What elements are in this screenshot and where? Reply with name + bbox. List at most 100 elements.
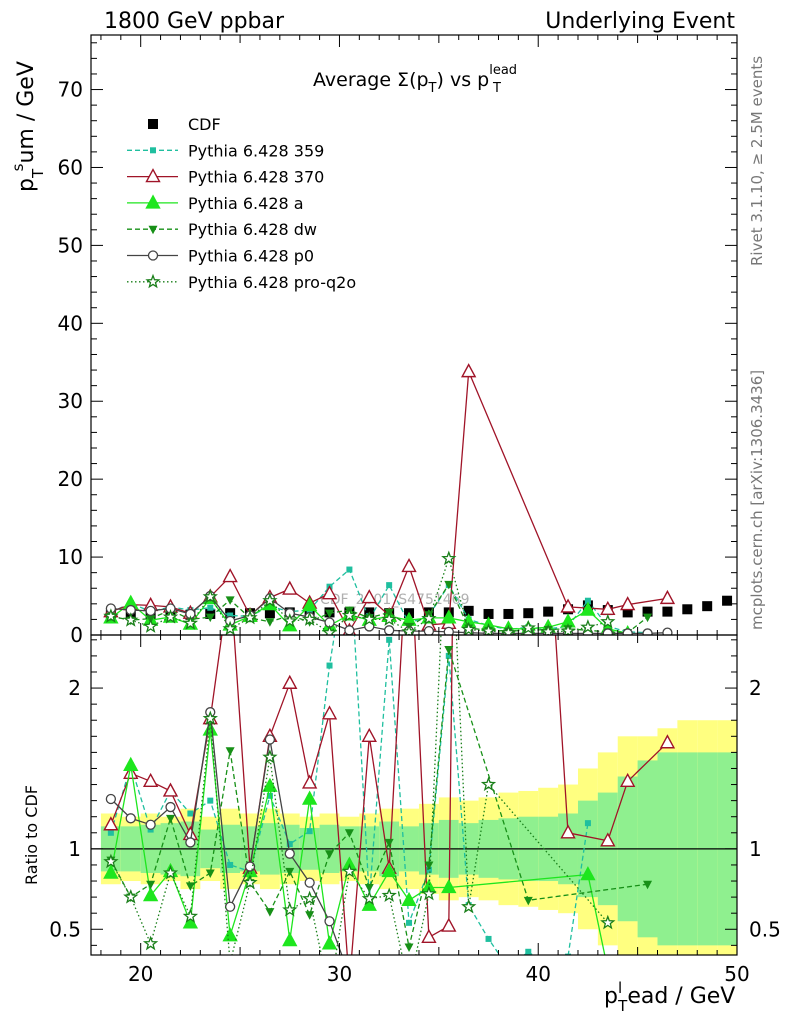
ratio-point-pythia-6-428-359 bbox=[485, 935, 492, 942]
ratio-line-pythia-6-428-pro-q2o bbox=[110, 635, 609, 955]
ratio-point-pythia-6-428-dw bbox=[205, 869, 215, 878]
main-point-cdf bbox=[264, 608, 275, 619]
ratio-y-tick-label: 0.5 bbox=[49, 917, 81, 941]
ratio-point-pythia-6-428-pro-q2o bbox=[421, 885, 437, 901]
ratio-point-pythia-6-428-dw bbox=[185, 882, 195, 891]
main-point-cdf bbox=[523, 608, 534, 619]
main-point-pythia-6-428-pro-q2o bbox=[341, 607, 358, 622]
main-point-pythia-6-428-pro-q2o bbox=[202, 588, 219, 604]
legend-marker bbox=[150, 147, 156, 154]
ratio-point-pythia-6-428-a bbox=[103, 864, 119, 879]
main-series-group bbox=[103, 363, 733, 635]
ratio-point-pythia-6-428-dw bbox=[285, 867, 295, 877]
ratio-point-pythia-6-428-dw bbox=[225, 747, 235, 756]
main-point-pythia-6-428-dw bbox=[325, 609, 335, 619]
main-point-pythia-6-428-p0 bbox=[384, 625, 395, 635]
main-point-pythia-6-428-pro-q2o bbox=[580, 619, 596, 634]
ratio-point-pythia-6-428-370 bbox=[620, 772, 636, 788]
main-point-pythia-6-428-pro-q2o bbox=[560, 623, 576, 635]
main-point-cdf bbox=[682, 604, 693, 615]
ratio-series-pythia-6-428-p0 bbox=[105, 707, 343, 955]
ratio-y-tick-label-right: 0.5 bbox=[749, 917, 781, 941]
main-y-tick-label: 20 bbox=[58, 467, 83, 491]
header-right: Underlying Event bbox=[545, 9, 735, 34]
main-point-cdf bbox=[463, 605, 474, 616]
legend-label: Pythia 6.428 pro-q2o bbox=[188, 273, 356, 292]
legend-label: CDF bbox=[188, 115, 221, 134]
main-point-pythia-6-428-a bbox=[441, 609, 457, 624]
legend-entry-pythia-6-428-a: Pythia 6.428 a bbox=[127, 194, 304, 213]
ratio-point-pythia-6-428-pro-q2o bbox=[182, 908, 199, 923]
plot-frames bbox=[90, 34, 738, 956]
ratio-point-pythia-6-428-p0 bbox=[324, 916, 335, 927]
main-point-pythia-6-428-pro-q2o bbox=[182, 615, 199, 630]
ratio-point-pythia-6-428-a bbox=[123, 756, 139, 771]
ratio-point-pythia-6-428-pro-q2o bbox=[230, 954, 231, 955]
main-point-pythia-6-428-370 bbox=[560, 598, 576, 613]
ratio-point-pythia-6-428-p0 bbox=[304, 877, 315, 888]
main-line-pythia-6-428-dw bbox=[110, 583, 649, 634]
legend-entry-cdf: CDF bbox=[148, 115, 221, 134]
ratio-point-pythia-6-428-370 bbox=[600, 832, 616, 847]
ratio-point-pythia-6-428-359 bbox=[266, 792, 273, 799]
ratio-y-tick-label: 2 bbox=[68, 676, 81, 700]
ratio-y-label: Ratio to CDF bbox=[22, 785, 41, 885]
ratio-point-pythia-6-428-pro-q2o bbox=[403, 981, 415, 992]
legend-label: Pythia 6.428 dw bbox=[188, 220, 317, 239]
main-point-pythia-6-428-pro-q2o bbox=[520, 619, 536, 635]
ratio-point-pythia-6-428-a bbox=[601, 962, 614, 974]
ratio-point-pythia-6-428-pro-q2o bbox=[480, 776, 497, 792]
main-point-pythia-6-428-370 bbox=[401, 557, 417, 573]
main-point-pythia-6-428-359 bbox=[227, 612, 234, 619]
plot-title: Average Σ(pT) vs plead T bbox=[313, 63, 517, 96]
ratio-point-pythia-6-428-dw bbox=[523, 896, 533, 906]
ratio-point-pythia-6-428-359 bbox=[326, 662, 333, 669]
main-point-pythia-6-428-pro-q2o bbox=[480, 623, 497, 635]
legend-label: Pythia 6.428 370 bbox=[188, 168, 324, 187]
main-point-pythia-6-428-pro-q2o bbox=[321, 624, 338, 635]
legend-entry-pythia-6-428-359: Pythia 6.428 359 bbox=[127, 141, 324, 160]
ratio-point-pythia-6-428-pro-q2o bbox=[381, 887, 397, 903]
ratio-point-pythia-6-428-p0 bbox=[125, 813, 136, 824]
main-line-pythia-6-428-359 bbox=[110, 568, 648, 634]
main-point-pythia-6-428-pro-q2o bbox=[222, 620, 238, 635]
main-point-pythia-6-428-pro-q2o bbox=[162, 609, 179, 624]
ratio-point-pythia-6-428-a bbox=[381, 862, 397, 878]
ratio-point-pythia-6-428-a bbox=[441, 878, 457, 894]
ratio-point-pythia-6-428-359 bbox=[227, 861, 234, 868]
legend-marker bbox=[147, 250, 159, 261]
main-point-pythia-6-428-p0 bbox=[662, 627, 673, 635]
ratio-point-pythia-6-428-359 bbox=[505, 965, 511, 971]
ratio-line-pythia-6-428-dw bbox=[110, 649, 648, 948]
ratio-point-pythia-6-428-p0 bbox=[244, 861, 256, 872]
main-point-pythia-6-428-359 bbox=[584, 597, 591, 604]
ratio-point-pythia-6-428-359 bbox=[565, 953, 572, 955]
ratio-y-tick-label-right: 2 bbox=[749, 676, 762, 700]
ratio-point-pythia-6-428-pro-q2o bbox=[162, 864, 179, 880]
ratio-point-pythia-6-428-a bbox=[321, 935, 338, 950]
legend-label: Pythia 6.428 a bbox=[188, 194, 304, 213]
legend: CDF Pythia 6.428 359 Pythia 6.428 370 Pythi… bbox=[127, 115, 356, 292]
main-point-cdf bbox=[483, 608, 494, 619]
ratio-point-pythia-6-428-dw bbox=[424, 861, 434, 870]
main-point-pythia-6-428-pro-q2o bbox=[421, 610, 437, 626]
main-point-pythia-6-428-370 bbox=[282, 580, 298, 595]
main-point-cdf bbox=[642, 606, 653, 617]
main-point-pythia-6-428-pro-q2o bbox=[301, 611, 318, 626]
main-point-cdf bbox=[662, 606, 673, 617]
ratio-frame bbox=[90, 634, 738, 956]
ratio-point-pythia-6-428-p0 bbox=[145, 819, 156, 830]
header-left: 1800 GeV ppbar bbox=[104, 9, 285, 34]
main-y-tick-label: 60 bbox=[58, 155, 83, 179]
x-tick-label: 20 bbox=[128, 962, 153, 986]
main-point-pythia-6-428-pro-q2o bbox=[600, 613, 616, 629]
main-point-pythia-6-428-pro-q2o bbox=[500, 624, 517, 635]
ratio-point-pythia-6-428-a bbox=[262, 777, 278, 792]
ratio-y-tick-label: 1 bbox=[68, 837, 81, 861]
ratio-point-pythia-6-428-370 bbox=[403, 504, 416, 516]
legend-entry-pythia-6-428-pro-q2o: Pythia 6.428 pro-q2o bbox=[127, 273, 356, 292]
ratio-point-pythia-6-428-p0 bbox=[264, 734, 276, 745]
legend-marker bbox=[145, 168, 161, 183]
legend-marker bbox=[145, 273, 161, 289]
ratio-point-pythia-6-428-370 bbox=[123, 764, 139, 779]
